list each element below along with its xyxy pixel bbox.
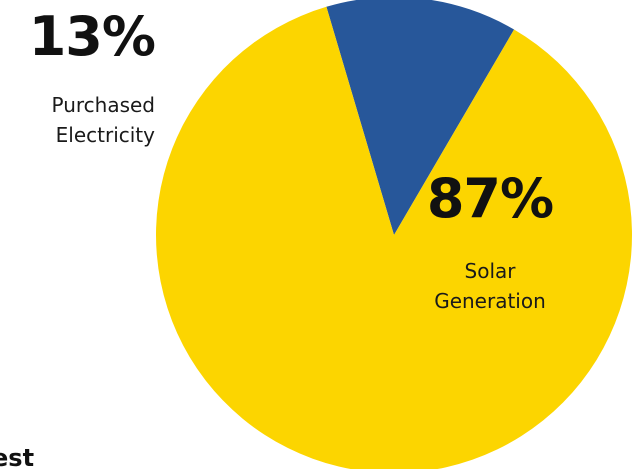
- purchased-label-line1: Purchased: [51, 93, 155, 117]
- footer-text-fragment: est: [0, 444, 35, 472]
- purchased-percent-label: 13%: [28, 5, 156, 68]
- solar-category-label: Solar Generation: [400, 256, 580, 316]
- solar-label-line2: Generation: [434, 289, 546, 313]
- solar-label-line1: Solar: [464, 259, 516, 283]
- pie-slice-solar-generation: [156, 6, 632, 469]
- purchased-label-line2: Electricity: [55, 123, 155, 147]
- purchased-category-label: Purchased Electricity: [0, 90, 155, 150]
- solar-percent-label: 87%: [426, 167, 554, 230]
- pie-slice-purchased-electricity: [326, 0, 515, 235]
